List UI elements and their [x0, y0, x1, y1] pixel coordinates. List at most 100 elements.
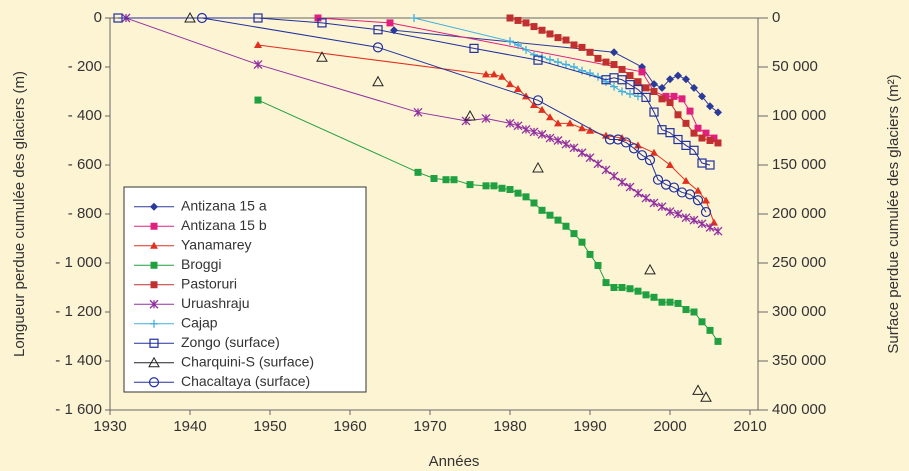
marker — [537, 129, 547, 139]
marker — [692, 384, 704, 395]
y-tick-label: - 200 — [68, 58, 102, 75]
marker — [586, 126, 594, 134]
marker — [514, 40, 522, 49]
marker — [710, 134, 718, 142]
y-tick-label: - 400 — [68, 107, 102, 124]
marker — [692, 195, 704, 206]
marker — [506, 37, 514, 46]
marker — [450, 176, 458, 184]
marker — [469, 43, 479, 53]
marker — [150, 261, 158, 269]
marker — [657, 202, 667, 212]
marker — [610, 82, 618, 91]
marker — [644, 263, 656, 275]
marker — [702, 129, 710, 137]
marker — [530, 23, 538, 31]
series-line — [413, 17, 639, 97]
marker — [633, 188, 643, 198]
marker — [554, 216, 562, 224]
marker — [593, 159, 603, 169]
marker — [150, 281, 158, 289]
marker — [538, 206, 546, 214]
marker — [666, 298, 674, 306]
marker — [586, 69, 594, 78]
marker — [641, 92, 651, 102]
marker — [372, 42, 384, 53]
marker — [554, 34, 562, 42]
marker — [706, 137, 714, 144]
marker — [149, 299, 159, 309]
marker — [184, 11, 196, 23]
marker — [554, 58, 562, 67]
legend-label: Pastoruri — [181, 275, 237, 291]
marker — [466, 181, 474, 189]
x-axis-label: Années — [429, 453, 480, 470]
x-tick-label: 2010 — [733, 418, 766, 435]
marker — [674, 111, 682, 119]
marker — [530, 199, 538, 207]
marker — [700, 391, 712, 402]
marker — [522, 45, 530, 54]
marker — [533, 55, 543, 65]
legend-label: Yanamarey — [181, 236, 252, 252]
marker — [506, 186, 514, 193]
marker — [678, 95, 686, 103]
marker — [674, 71, 682, 80]
marker — [682, 75, 690, 84]
marker — [705, 160, 715, 170]
marker — [710, 218, 718, 226]
marker — [642, 84, 650, 92]
marker — [618, 87, 626, 96]
y2-tick-label: 250 000 — [772, 254, 826, 271]
marker — [684, 189, 696, 200]
marker — [570, 63, 578, 71]
marker — [706, 102, 714, 111]
marker — [113, 13, 123, 23]
marker — [714, 139, 722, 147]
marker — [513, 121, 523, 131]
x-tick-label: 2000 — [653, 418, 686, 435]
marker — [148, 377, 160, 388]
marker — [586, 250, 594, 258]
marker — [658, 298, 666, 306]
marker — [620, 137, 632, 148]
marker — [625, 182, 635, 192]
marker — [618, 284, 626, 291]
marker — [464, 109, 476, 121]
marker — [578, 238, 586, 246]
marker — [545, 133, 555, 143]
marker — [578, 43, 586, 51]
marker — [373, 25, 383, 35]
marker — [713, 226, 723, 236]
y2-tick-label: 200 000 — [772, 205, 826, 222]
marker — [650, 88, 658, 95]
marker — [546, 211, 554, 219]
marker — [658, 83, 666, 92]
x-tick-label: 1930 — [93, 418, 126, 435]
marker — [561, 139, 571, 149]
marker — [650, 80, 658, 89]
marker — [682, 306, 690, 314]
marker — [150, 222, 158, 230]
marker — [658, 95, 666, 103]
y-axis-label: Longueur perdue cumulée des glaciers (m) — [11, 71, 28, 357]
marker — [554, 119, 562, 127]
marker — [538, 26, 546, 34]
marker — [682, 176, 690, 184]
marker — [682, 119, 690, 127]
marker — [665, 128, 675, 138]
marker — [698, 134, 706, 142]
marker — [714, 337, 722, 345]
marker — [668, 182, 680, 193]
marker — [498, 184, 506, 192]
marker — [681, 140, 691, 150]
marker — [430, 174, 438, 182]
marker — [690, 308, 698, 316]
marker — [498, 72, 506, 80]
y-tick-label: - 1 400 — [55, 352, 102, 369]
marker — [602, 58, 610, 66]
legend-label: Uruashraju — [181, 295, 249, 311]
marker — [316, 51, 328, 62]
marker — [610, 61, 618, 69]
marker — [414, 168, 422, 176]
